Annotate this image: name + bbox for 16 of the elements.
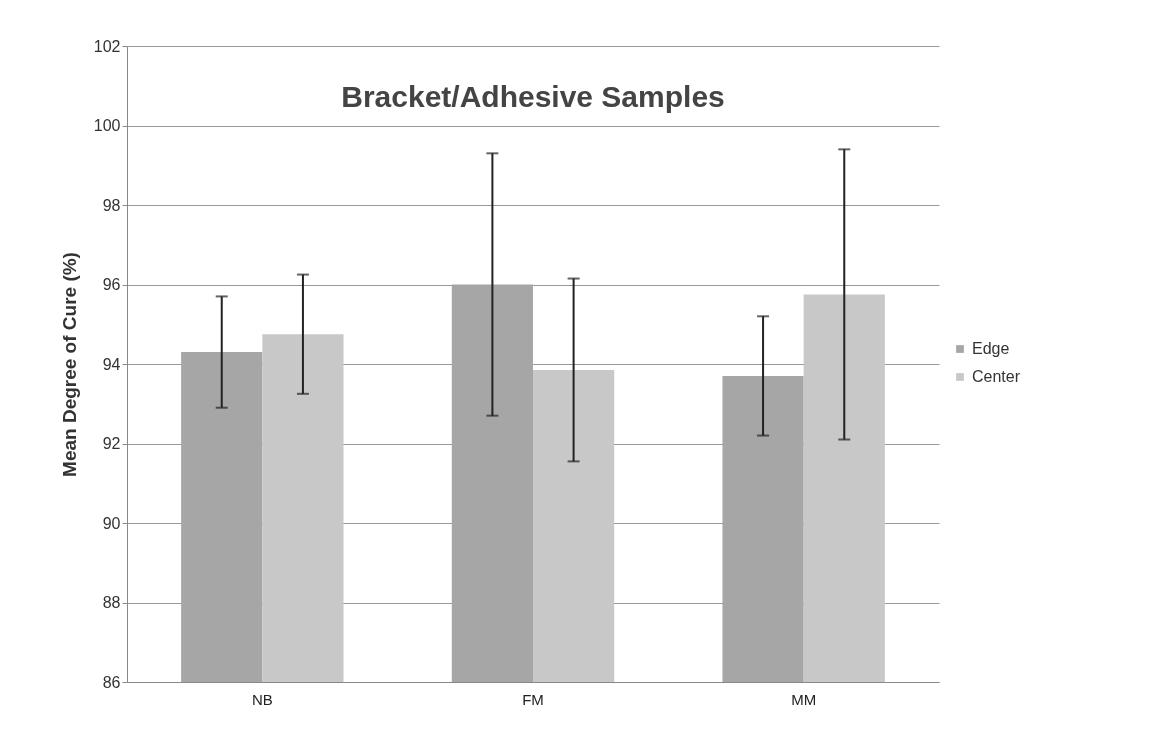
y-tick-label: 100 [93, 117, 121, 134]
y-tick-label: 88 [102, 594, 121, 611]
y-tick-label: 96 [102, 276, 121, 293]
x-tick-label: MM [791, 690, 817, 708]
y-tick-label: 86 [102, 673, 121, 691]
y-tick-label: 102 [93, 37, 121, 55]
legend-label: Center [972, 368, 1021, 385]
text: Bracket/Adhesive Samples [341, 80, 725, 113]
y-tick-label: 92 [102, 435, 121, 452]
y-tick-label: 94 [102, 355, 121, 373]
y-axis-title: Mean Degree of Cure (%) [58, 252, 80, 477]
x-tick-label: NB [251, 690, 273, 708]
y-tick-label: 90 [102, 514, 121, 532]
legend-label: Edge [972, 340, 1010, 357]
y-tick-label: 98 [102, 196, 121, 214]
x-tick-label: FM [522, 690, 544, 708]
